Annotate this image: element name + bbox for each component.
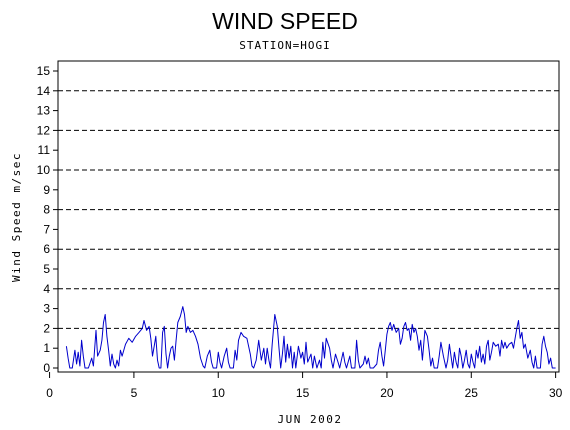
plot-frame xyxy=(57,60,560,373)
y-tick-label: 1 xyxy=(43,341,50,355)
y-tick-label: 10 xyxy=(37,163,51,177)
y-tick-label: 7 xyxy=(43,222,50,236)
y-tick-label: 12 xyxy=(37,123,51,137)
y-tick-label: 11 xyxy=(38,143,51,157)
x-tick-label: 10 xyxy=(212,386,226,400)
x-tick-label: 15 xyxy=(296,386,310,400)
x-axis-label: JUN 2002 xyxy=(278,413,343,426)
y-tick-label: 6 xyxy=(43,242,50,256)
y-tick-label: 8 xyxy=(43,203,50,217)
y-axis-label: Wind Speed m/sec xyxy=(10,152,23,282)
y-tick-label: 15 xyxy=(37,64,51,78)
x-tick-label: 30 xyxy=(549,386,563,400)
y-tick-label: 9 xyxy=(43,183,50,197)
dashed-gridlines xyxy=(58,90,559,329)
y-tick-label: 13 xyxy=(37,104,51,118)
y-tick-label: 5 xyxy=(43,262,50,276)
x-tick-label: 5 xyxy=(131,386,138,400)
x-tick-label: 0 xyxy=(46,386,53,400)
series-line xyxy=(65,306,556,369)
chart-title: WIND SPEED xyxy=(212,8,358,34)
chart-subtitle: STATION=HOGI xyxy=(239,39,330,52)
y-tick-label: 0 xyxy=(43,361,50,375)
y-tick-label: 4 xyxy=(43,282,50,296)
x-axis: 0 5 10 15 20 25 30 xyxy=(46,372,563,400)
x-tick-label: 20 xyxy=(380,386,394,400)
y-tick-label: 3 xyxy=(43,302,50,316)
x-tick-label: 25 xyxy=(465,386,479,400)
y-tick-label: 2 xyxy=(43,321,50,335)
y-tick-label: 14 xyxy=(37,84,51,98)
